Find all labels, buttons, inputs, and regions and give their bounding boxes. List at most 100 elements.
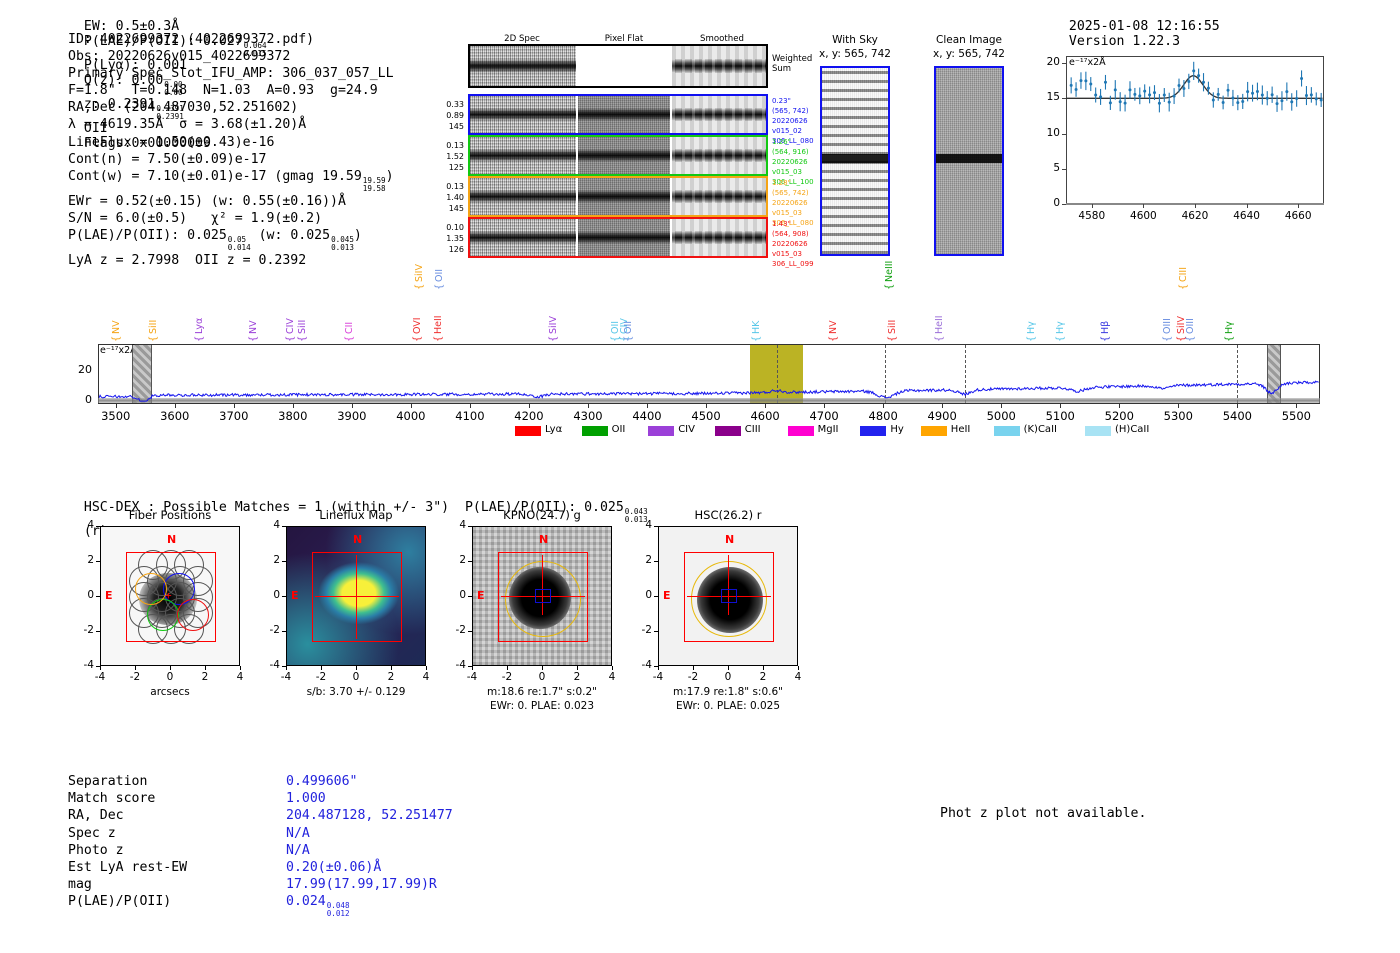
legend-swatch	[581, 426, 608, 436]
inset-data-point	[1094, 93, 1098, 97]
inset-data-point	[1275, 102, 1279, 106]
match-key: Match score	[68, 791, 156, 807]
spectrum-line-marker	[964, 345, 966, 403]
legend-swatch	[1085, 426, 1111, 436]
panel-ytick	[96, 666, 100, 667]
inset-data-point	[1103, 80, 1107, 84]
panel-xtick-label: -4	[280, 671, 292, 683]
strip-right-meta: 20220626	[772, 199, 808, 207]
panel-title: HSC(26.2) r	[694, 508, 762, 522]
legend-label: OII	[611, 424, 626, 435]
inset-data-point	[1241, 99, 1245, 103]
panel-xtick	[356, 666, 357, 670]
spectrum-xtick	[824, 404, 826, 408]
header-qz-range: 0.00 0.00	[164, 80, 183, 97]
legend-label: CIII	[744, 424, 761, 435]
spectrum-xtick-label: 5400	[1222, 409, 1252, 423]
spectral-trace-band	[470, 149, 576, 162]
line-id-label: HeII	[934, 315, 946, 334]
spectrum-xtick	[1296, 404, 1298, 408]
spectral-trace-band	[578, 190, 670, 203]
summary-header: EW: 0.5±0.3Å P(LAE)/P(OII): 0.027 0.064 0.…	[68, 4, 282, 151]
spec-subimage	[672, 178, 766, 215]
panel-ytick-label: 4	[87, 519, 94, 531]
strip-right-meta: v015_03	[772, 250, 802, 258]
inset-data-point	[1099, 95, 1103, 99]
panel-title: Lineflux Map	[319, 508, 393, 522]
panel-ytick	[654, 596, 658, 597]
line-id-label: CIII	[1178, 266, 1190, 282]
strip-left-value: 145	[448, 122, 464, 131]
match-table-row: Photo z N/A	[68, 842, 588, 859]
line-id-brace: {	[1099, 335, 1111, 342]
spec-subimage	[470, 178, 576, 215]
panel-xtick-label: 2	[759, 671, 767, 683]
match-value: 0.024 0.048 0.012	[286, 894, 350, 919]
header-z-class: OII	[83, 121, 108, 136]
inset-ytick	[1062, 133, 1066, 135]
spec-subimage	[578, 137, 670, 174]
spectral-trace-band	[672, 231, 766, 244]
spectrum-xtick	[1237, 404, 1239, 408]
info-sn: S/N = 6.0(±0.5) χ² = 1.9(±0.2)	[68, 210, 323, 226]
inset-data-point	[1265, 96, 1269, 100]
inset-xtick-label: 4640	[1233, 210, 1260, 222]
match-key: mag	[68, 877, 92, 893]
strip-right-meta: v015_03	[772, 209, 802, 217]
photoz-unavailable-message: Phot z plot not available.	[940, 806, 1147, 821]
panel-xtick	[577, 666, 578, 670]
source-trace-row	[822, 154, 888, 163]
spectrum-xtick-label: 4900	[927, 409, 957, 423]
header-ew: EW: 0.5±0.3Å	[83, 19, 180, 34]
info-lambda: λ = 4619.35Å σ = 3.68(±1.20)Å	[68, 117, 307, 133]
line-id-brace: {	[934, 335, 946, 342]
panel-sublabel: EWr: 0. PLAE: 0.025	[675, 700, 781, 712]
spectrum-xtick-label: 3800	[278, 409, 308, 423]
panel-xtick	[205, 666, 206, 670]
strip-right-meta: 306_LL_080	[772, 137, 814, 145]
match-table-row: Spec z N/A	[68, 825, 588, 842]
spectrum-xtick-label: 4100	[455, 409, 485, 423]
fiber-circle-highlight	[135, 573, 167, 605]
strip-right-meta: 1.28"	[772, 179, 791, 187]
line-id-brace: {	[285, 335, 296, 342]
target-marker: +	[165, 589, 172, 602]
inset-data-point	[1182, 86, 1186, 90]
line-id-brace: {	[344, 335, 356, 342]
spectral-trace-band	[578, 231, 670, 244]
panel-ytick	[96, 526, 100, 527]
spectrum-xtick	[410, 404, 412, 408]
compass-north-label: N	[353, 533, 363, 546]
panel-ytick	[96, 631, 100, 632]
spec-subimage	[672, 137, 766, 174]
info-lineflux: LineFlux = 1.50(±0.43)e-16	[68, 134, 275, 150]
spectrum-xtick-label: 4600	[750, 409, 780, 423]
match-key: Photo z	[68, 842, 124, 858]
inset-xtick	[1143, 204, 1145, 208]
strip-right-meta: 20220626	[772, 117, 808, 125]
panel-xtick	[100, 666, 101, 670]
line-id-brace: {	[1025, 335, 1037, 342]
panel-ytick-label: 0	[459, 589, 466, 601]
info-obs: Obs: 20220626v015_4022699372	[68, 49, 291, 65]
panel-xtick	[391, 666, 392, 670]
panel-xtick-label: 4	[422, 671, 430, 683]
panel-ytick-label: 2	[459, 554, 466, 566]
inset-data-point	[1319, 98, 1323, 102]
panel-xtick	[798, 666, 799, 670]
match-value: N/A	[286, 842, 310, 858]
spectrum-xtick-label: 4700	[809, 409, 839, 423]
line-id-brace: {	[148, 335, 160, 342]
match-plae-range: 0.048 0.012	[326, 901, 350, 919]
spectrum-xtick	[292, 404, 294, 408]
inset-ytick	[1062, 98, 1066, 100]
panel-ytick	[654, 631, 658, 632]
panel-xtick-label: -2	[501, 671, 513, 683]
inset-ytick-label: 20	[1046, 56, 1060, 69]
panel-ytick	[468, 526, 472, 527]
panel-xtick-label: 0	[538, 671, 546, 683]
panel-ytick	[282, 526, 286, 527]
match-key: P(LAE)/P(OII)	[68, 894, 172, 910]
spectrum-xtick-label: 4500	[691, 409, 721, 423]
